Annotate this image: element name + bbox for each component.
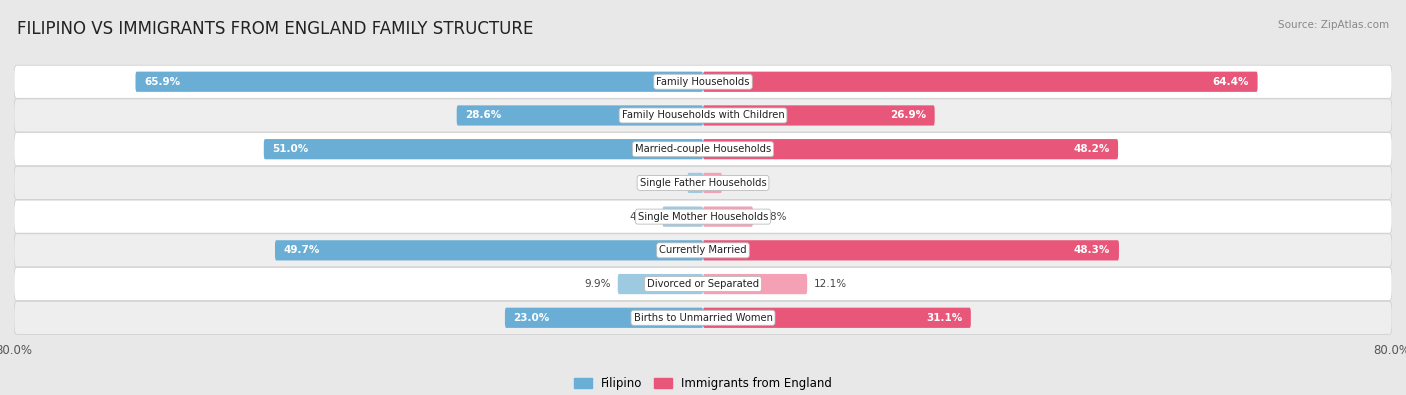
FancyBboxPatch shape xyxy=(14,166,1392,199)
Text: 1.8%: 1.8% xyxy=(654,178,681,188)
Text: Single Father Households: Single Father Households xyxy=(640,178,766,188)
FancyBboxPatch shape xyxy=(703,207,754,227)
FancyBboxPatch shape xyxy=(703,308,970,328)
Text: Births to Unmarried Women: Births to Unmarried Women xyxy=(634,313,772,323)
FancyBboxPatch shape xyxy=(703,240,1119,260)
Text: Married-couple Households: Married-couple Households xyxy=(636,144,770,154)
Text: 31.1%: 31.1% xyxy=(927,313,962,323)
Text: 64.4%: 64.4% xyxy=(1212,77,1249,87)
Text: 2.2%: 2.2% xyxy=(728,178,755,188)
Text: Currently Married: Currently Married xyxy=(659,245,747,255)
Text: 51.0%: 51.0% xyxy=(273,144,309,154)
FancyBboxPatch shape xyxy=(703,105,935,126)
FancyBboxPatch shape xyxy=(14,267,1392,301)
FancyBboxPatch shape xyxy=(14,200,1392,233)
Text: Divorced or Separated: Divorced or Separated xyxy=(647,279,759,289)
Text: 23.0%: 23.0% xyxy=(513,313,550,323)
FancyBboxPatch shape xyxy=(14,133,1392,166)
FancyBboxPatch shape xyxy=(264,139,703,159)
FancyBboxPatch shape xyxy=(617,274,703,294)
FancyBboxPatch shape xyxy=(14,301,1392,334)
Text: 9.9%: 9.9% xyxy=(585,279,610,289)
Legend: Filipino, Immigrants from England: Filipino, Immigrants from England xyxy=(569,372,837,395)
FancyBboxPatch shape xyxy=(14,99,1392,132)
Text: Single Mother Households: Single Mother Households xyxy=(638,212,768,222)
Text: Family Households: Family Households xyxy=(657,77,749,87)
Text: 26.9%: 26.9% xyxy=(890,111,927,120)
FancyBboxPatch shape xyxy=(703,173,721,193)
FancyBboxPatch shape xyxy=(135,71,703,92)
FancyBboxPatch shape xyxy=(505,308,703,328)
Text: 12.1%: 12.1% xyxy=(814,279,848,289)
Text: 5.8%: 5.8% xyxy=(759,212,786,222)
Text: Source: ZipAtlas.com: Source: ZipAtlas.com xyxy=(1278,20,1389,30)
FancyBboxPatch shape xyxy=(703,139,1118,159)
Text: 48.2%: 48.2% xyxy=(1073,144,1109,154)
FancyBboxPatch shape xyxy=(14,234,1392,267)
FancyBboxPatch shape xyxy=(457,105,703,126)
Text: 65.9%: 65.9% xyxy=(143,77,180,87)
FancyBboxPatch shape xyxy=(662,207,703,227)
FancyBboxPatch shape xyxy=(688,173,703,193)
FancyBboxPatch shape xyxy=(14,65,1392,98)
Text: 28.6%: 28.6% xyxy=(465,111,502,120)
FancyBboxPatch shape xyxy=(703,71,1257,92)
Text: Family Households with Children: Family Households with Children xyxy=(621,111,785,120)
Text: FILIPINO VS IMMIGRANTS FROM ENGLAND FAMILY STRUCTURE: FILIPINO VS IMMIGRANTS FROM ENGLAND FAMI… xyxy=(17,20,533,38)
Text: 48.3%: 48.3% xyxy=(1074,245,1111,255)
FancyBboxPatch shape xyxy=(703,274,807,294)
Text: 4.7%: 4.7% xyxy=(628,212,655,222)
Text: 49.7%: 49.7% xyxy=(284,245,321,255)
FancyBboxPatch shape xyxy=(276,240,703,260)
